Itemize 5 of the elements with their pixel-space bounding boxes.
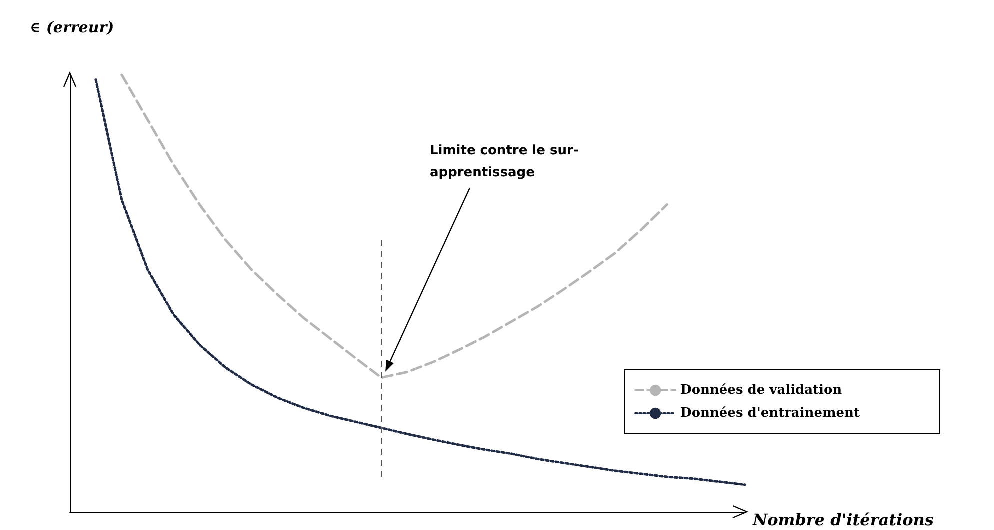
legend-label: Données de validation [680,383,843,398]
y-axis-title: ∈ (erreur) [30,18,114,36]
x-axis-title: Nombre d'itérations [752,510,934,530]
legend-label: Données d'entrainement [680,406,860,421]
annotation: Limite contre le sur-apprentissage [430,144,579,180]
